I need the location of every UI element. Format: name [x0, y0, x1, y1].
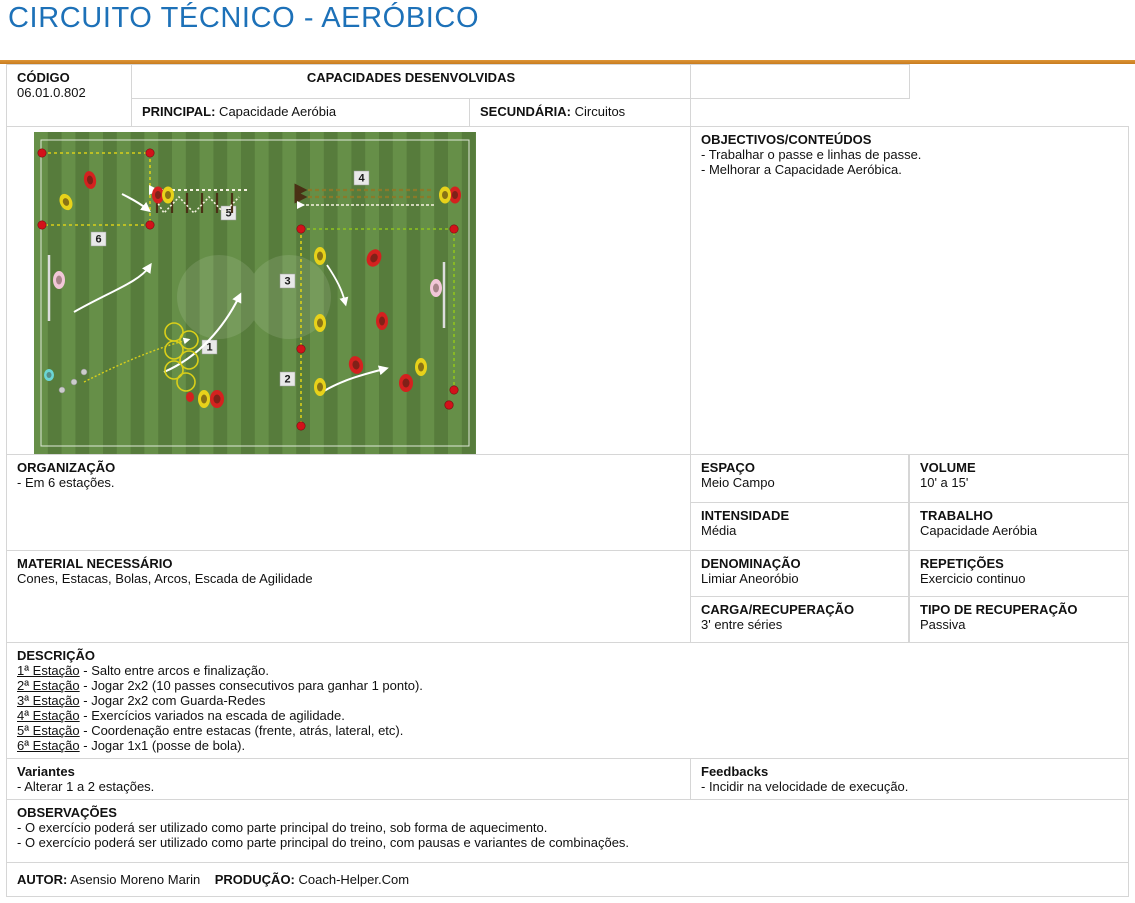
svg-text:3: 3 [284, 276, 290, 288]
svg-text:1: 1 [206, 342, 212, 354]
svg-text:2: 2 [284, 374, 290, 386]
svg-text:6: 6 [95, 234, 101, 246]
svg-text:4: 4 [358, 173, 365, 185]
